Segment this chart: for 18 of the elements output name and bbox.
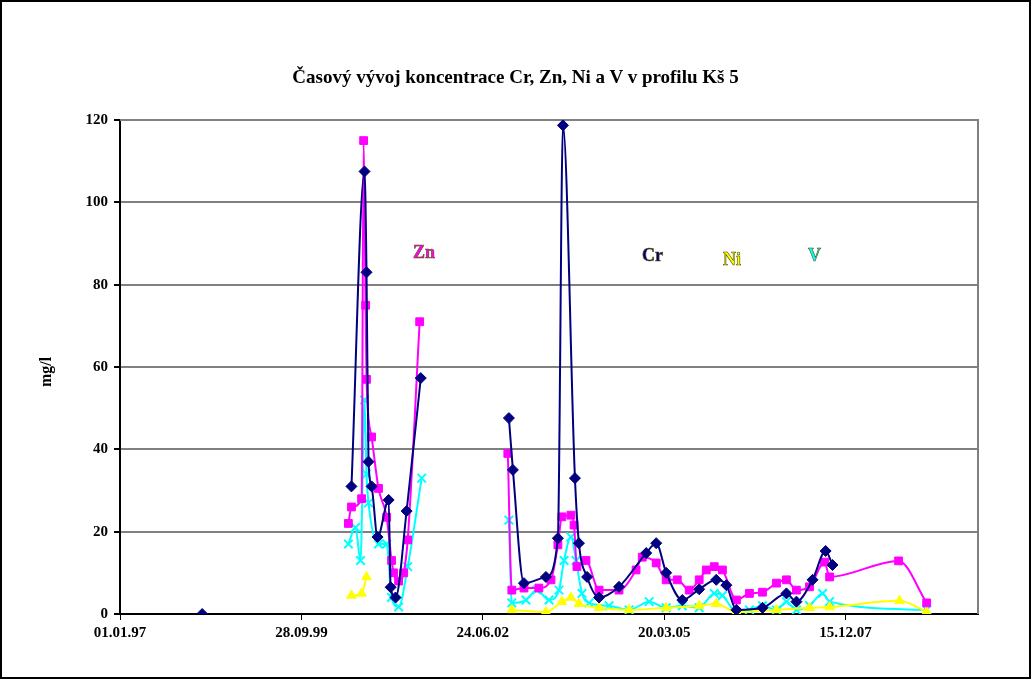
text: V	[808, 245, 821, 266]
text: Ni	[723, 249, 741, 270]
y-tick-label: 120	[85, 110, 108, 127]
x-tick-label: 20.03.05	[637, 623, 691, 640]
y-tick-label: 0	[100, 604, 108, 621]
y-tick-label: 60	[93, 357, 108, 374]
x-tick-label: 15.12.07	[819, 623, 873, 640]
chart-title: Časový vývoj koncentrace Cr, Zn, Ni a V v profilu Kš 5	[291, 66, 740, 88]
x-tick-label: 24.06.02	[456, 623, 510, 640]
y-tick-label: 100	[85, 193, 108, 210]
y-tick-label: 20	[93, 522, 108, 539]
y-tick-label: 80	[93, 275, 108, 292]
x-tick-label: 01.01.97	[93, 623, 147, 640]
y-tick-label: 40	[93, 440, 108, 457]
text: Zn	[413, 242, 436, 263]
x-tick-label: 28.09.99	[275, 623, 328, 640]
text: Cr	[642, 245, 663, 266]
y-axis-title: mg/l	[37, 356, 55, 388]
